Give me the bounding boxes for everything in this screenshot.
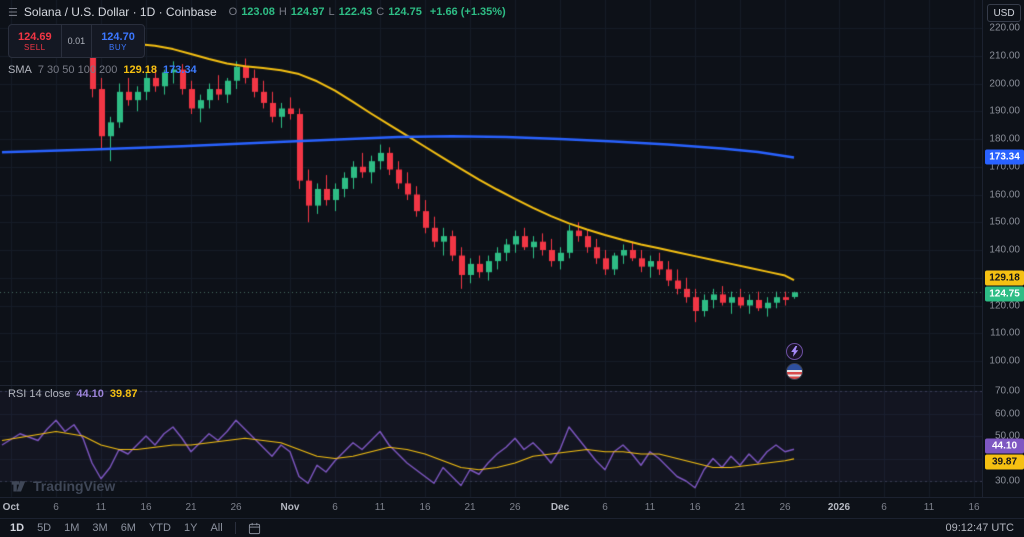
time-axis-label: 26 — [509, 502, 521, 513]
close-label: C — [376, 6, 385, 18]
range-1y[interactable]: 1Y — [183, 522, 198, 534]
time-axis-label: 6 — [332, 502, 338, 513]
range-ytd[interactable]: YTD — [148, 522, 171, 534]
lightning-icon[interactable] — [786, 343, 803, 360]
rsi-value: 44.10 — [76, 388, 104, 400]
rsi-axis-label: 30.00 — [994, 475, 1020, 487]
price-badge: 39.87 — [985, 454, 1024, 470]
price-axis-label: 100.00 — [989, 355, 1020, 367]
clock: 09:12:47 UTC — [945, 522, 1014, 534]
time-axis-label: 16 — [419, 502, 431, 513]
go-to-date-icon[interactable] — [248, 522, 261, 535]
close-value: 124.75 — [388, 6, 422, 18]
range-3m[interactable]: 3M — [92, 522, 108, 534]
buy-button[interactable]: 124.70 BUY — [92, 25, 144, 57]
rsi-name: RSI 14 close — [8, 388, 71, 400]
price-axis-label: 150.00 — [989, 216, 1020, 228]
price-badge: 129.18 — [985, 270, 1024, 286]
low-value: 122.43 — [338, 6, 373, 18]
sell-label: SELL — [24, 42, 46, 52]
sma-fast-value: 129.18 — [123, 64, 158, 76]
sell-button[interactable]: 124.69 SELL — [9, 25, 61, 57]
bottom-toolbar: 1D 5D 1M 3M 6M YTD 1Y All 09:12:47 UTC — [0, 518, 1024, 537]
symbol-menu-icon[interactable]: ☰ — [8, 6, 18, 19]
open-value: 123.08 — [241, 6, 275, 18]
price-axis[interactable]: USD 220.00 210.00 200.00 190.00 180.00 170.00… — [982, 0, 1024, 518]
rsi-axis-label: 50.00 — [994, 430, 1020, 442]
sma-name: SMA — [8, 64, 32, 76]
time-axis-label: 21 — [464, 502, 476, 513]
time-axis-label: 11 — [644, 502, 656, 513]
price-axis-label: 220.00 — [989, 22, 1020, 34]
time-axis-label: 16 — [968, 502, 980, 513]
high-value: 124.97 — [290, 6, 325, 18]
open-label: O — [228, 6, 238, 18]
time-axis[interactable]: Oct 6 11 16 21 26 Nov 6 11 16 21 26 Dec 6 11 16 21 26 2026… — [0, 497, 1024, 518]
range-6m[interactable]: 6M — [120, 522, 136, 534]
price-badge: 44.10 — [985, 438, 1024, 454]
range-selector: 1D 5D 1M 3M 6M YTD 1Y All — [10, 522, 223, 534]
watermark-text: TradingView — [33, 477, 116, 494]
sell-price: 124.69 — [18, 30, 52, 43]
tradingview-watermark[interactable]: TradingView — [10, 477, 115, 494]
time-axis-label: 6 — [53, 502, 59, 513]
time-axis-label: 6 — [881, 502, 887, 513]
currency-button[interactable]: USD — [987, 4, 1021, 22]
price-axis-label: 180.00 — [989, 133, 1020, 145]
sma-legend[interactable]: SMA 7 30 50 100 200 129.18 173.34 — [8, 64, 506, 76]
time-axis-label: 21 — [185, 502, 197, 513]
pane-separator[interactable] — [0, 385, 1024, 386]
price-badge: 173.34 — [985, 149, 1024, 165]
range-5d[interactable]: 5D — [37, 522, 52, 534]
time-axis-label: 21 — [734, 502, 746, 513]
price-axis-label: 190.00 — [989, 105, 1020, 117]
range-all[interactable]: All — [210, 522, 223, 534]
chart-legend: ☰ Solana / U.S. Dollar · 1D · Coinbase O… — [8, 5, 506, 76]
buy-label: BUY — [109, 42, 127, 52]
buy-price: 124.70 — [101, 30, 135, 43]
rsi-ma-value: 39.87 — [109, 388, 138, 400]
price-chart-canvas[interactable] — [0, 0, 982, 497]
low-label: L — [328, 6, 335, 18]
toolbar-divider — [234, 522, 236, 534]
symbol-legend-row: ☰ Solana / U.S. Dollar · 1D · Coinbase O… — [8, 5, 506, 19]
spread-value: 0.01 — [60, 25, 93, 57]
rsi-legend[interactable]: RSI 14 close 44.10 39.87 — [8, 388, 137, 400]
price-axis-label: 120.00 — [989, 300, 1020, 311]
time-axis-label: 2026 — [827, 502, 851, 513]
time-axis-label: 26 — [779, 502, 791, 513]
time-axis-label: Oct — [2, 502, 20, 513]
rsi-axis-label: 60.00 — [994, 408, 1020, 419]
high-label: H — [278, 6, 287, 18]
price-axis-label: 170.00 — [989, 161, 1020, 173]
time-axis-label: Dec — [550, 502, 570, 513]
time-axis-label: Nov — [280, 502, 300, 513]
symbol-title[interactable]: Solana / U.S. Dollar · 1D · Coinbase — [23, 5, 217, 19]
time-axis-label: 16 — [140, 502, 152, 513]
sma-slow-value: 173.34 — [163, 64, 197, 76]
price-axis-label: 160.00 — [989, 189, 1020, 200]
sma-params: 7 30 50 100 200 — [37, 64, 118, 76]
tradingview-logo — [11, 481, 26, 492]
price-axis-label: 210.00 — [989, 50, 1020, 62]
range-1d[interactable]: 1D — [10, 522, 25, 534]
ohlc-values: O 123.08 H 124.97 L 122.43 C 124.75 — [229, 6, 422, 18]
rsi-axis-label: 70.00 — [994, 385, 1020, 397]
time-axis-label: 6 — [602, 502, 608, 513]
price-axis-label: 200.00 — [989, 78, 1020, 89]
buy-sell-widget: 124.69 SELL 0.01 124.70 BUY — [8, 24, 145, 58]
time-axis-label: 11 — [923, 502, 935, 513]
time-axis-label: 26 — [230, 502, 242, 513]
range-1m[interactable]: 1M — [64, 522, 80, 534]
change-value: +1.66 (+1.35%) — [429, 6, 506, 18]
us-flag-icon[interactable] — [786, 363, 803, 380]
time-axis-label: 11 — [374, 502, 386, 513]
price-axis-label: 140.00 — [989, 244, 1020, 256]
price-badge: 124.75 — [985, 286, 1024, 302]
time-axis-label: 16 — [689, 502, 701, 513]
time-axis-label: 11 — [95, 502, 107, 513]
price-axis-label: 110.00 — [990, 327, 1020, 339]
